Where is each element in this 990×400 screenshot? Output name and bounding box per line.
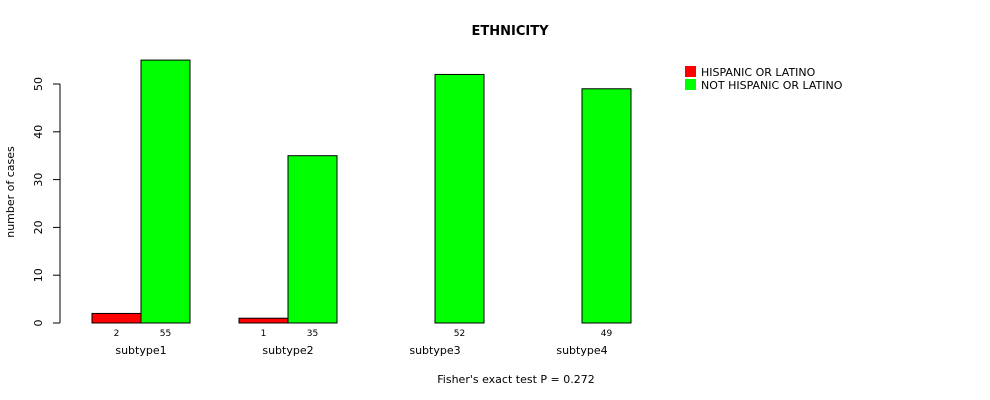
category-label: subtype2	[262, 344, 313, 357]
bar	[434, 73, 485, 324]
y-tick-label: 10	[32, 268, 45, 282]
legend-swatch	[685, 66, 696, 77]
y-axis-label: number of cases	[4, 146, 17, 238]
category-label: subtype4	[556, 344, 607, 357]
bar-value-label: 55	[160, 329, 171, 339]
bar-value-label: 35	[307, 329, 318, 339]
y-tick-label: 40	[32, 125, 45, 139]
bar	[140, 59, 191, 324]
bar	[581, 88, 632, 324]
chart-title: ETHNICITY	[471, 24, 549, 39]
bar	[91, 312, 142, 324]
y-tick-label: 30	[32, 173, 45, 187]
bar	[287, 155, 338, 324]
y-tick-label: 50	[32, 77, 45, 91]
legend-label: NOT HISPANIC OR LATINO	[701, 79, 843, 92]
bar-value-label: 49	[601, 329, 613, 339]
bar-value-label: 2	[114, 329, 120, 339]
y-tick-label: 0	[32, 320, 45, 327]
bars-group: 2 55 subtype1 1 35 subtype2 52 subtype3 49 subtyp…	[91, 59, 632, 357]
category-label: subtype3	[409, 344, 460, 357]
category-label: subtype1	[115, 344, 166, 357]
bar-value-label: 1	[261, 329, 267, 339]
legend-swatch	[685, 79, 696, 90]
chart-subtitle: Fisher's exact test P = 0.272	[437, 373, 594, 386]
y-tick-label: 20	[32, 220, 45, 234]
bar-value-label: 52	[454, 329, 465, 339]
y-axis: 0 10 20 30 40 50	[32, 77, 61, 327]
bar	[238, 317, 289, 324]
legend-label: HISPANIC OR LATINO	[701, 66, 816, 79]
